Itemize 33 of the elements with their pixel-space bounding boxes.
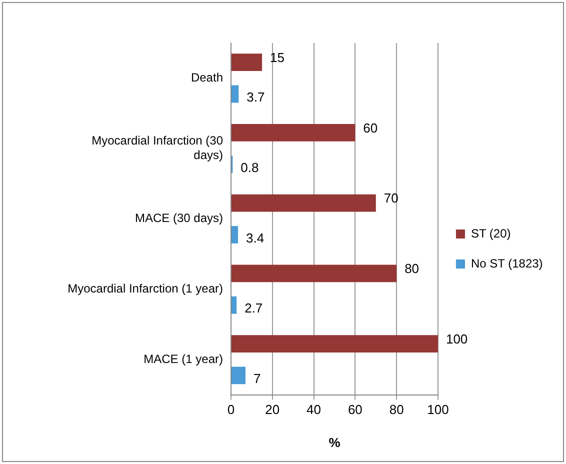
- bar: [232, 264, 397, 282]
- bar: [232, 124, 356, 142]
- data-label: 80: [404, 261, 420, 276]
- data-label: 3.4: [246, 230, 264, 246]
- data-label: 60: [363, 120, 378, 136]
- bar: [232, 366, 246, 384]
- y-tick-label: MACE (1 year): [144, 352, 223, 366]
- y-tick-label: Death: [190, 70, 223, 84]
- bar: [232, 194, 376, 212]
- x-tick-label: 60: [348, 402, 362, 418]
- legend-label: No ST (1823): [470, 256, 543, 270]
- data-label: 100: [446, 331, 468, 346]
- data-label: 7: [253, 371, 261, 386]
- bar: [232, 54, 262, 72]
- y-tick-label: Myocardial Infarction (30 days): [92, 134, 224, 162]
- legend-label: ST (20): [470, 226, 511, 240]
- bar: [232, 85, 239, 103]
- data-label: 0.8: [240, 160, 259, 175]
- x-tick-label: 0: [227, 402, 235, 418]
- data-label: 2.7: [244, 300, 263, 316]
- data-label: 3.7: [246, 90, 265, 105]
- x-tick-label: 100: [427, 402, 449, 418]
- data-label: 70: [384, 190, 398, 206]
- x-tick-label: 20: [265, 402, 280, 418]
- bar: [232, 226, 238, 244]
- x-axis-title: %: [328, 434, 341, 450]
- bar: [232, 335, 438, 352]
- x-tick-label: 40: [306, 402, 322, 418]
- bar: [232, 296, 237, 314]
- x-tick-label: 80: [389, 402, 404, 418]
- data-label: 15: [270, 50, 285, 65]
- y-tick-label: Myocardial Infarction (1 year): [68, 282, 224, 296]
- y-tick-label: MACE (30 days): [134, 211, 223, 226]
